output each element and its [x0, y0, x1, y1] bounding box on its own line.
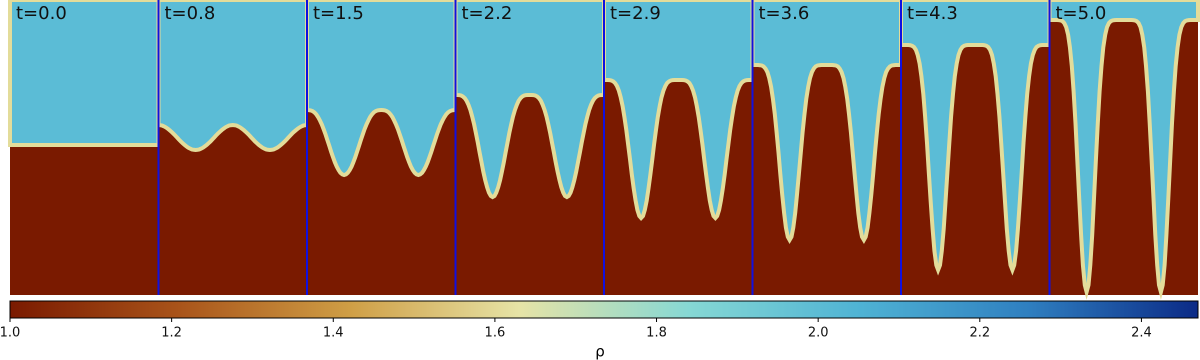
colorbar-tick-label: 2.4 — [1131, 326, 1152, 341]
colorbar-tick-label: 1.6 — [485, 326, 506, 341]
panel-light-fluid — [156, 0, 309, 153]
panel-light-fluid — [453, 0, 606, 200]
colorbar-tick-label: 1.0 — [0, 326, 20, 341]
panel-title: t=2.2 — [462, 3, 513, 24]
colorbar-tick-label: 1.8 — [646, 326, 667, 341]
colorbar-label: ρ — [595, 343, 605, 360]
panel-title: t=2.9 — [610, 3, 661, 24]
colorbar-tick-label: 1.2 — [161, 326, 182, 341]
panel-title: t=3.6 — [759, 3, 810, 24]
colorbar-tick-label: 2.2 — [969, 326, 990, 341]
panel-light-fluid — [305, 0, 458, 178]
panel-light-fluid — [602, 0, 755, 221]
panel-title: t=0.0 — [16, 3, 67, 24]
panel-light-fluid — [8, 0, 161, 147]
panel-title: t=5.0 — [1056, 3, 1107, 24]
colorbar — [9, 300, 1199, 319]
colorbar-tick-label: 1.4 — [323, 326, 344, 341]
panel-title: t=4.3 — [907, 3, 958, 24]
panel-title: t=0.8 — [165, 3, 216, 24]
panel-title: t=1.5 — [313, 3, 364, 24]
colorbar-tick-label: 2.0 — [808, 326, 829, 341]
panel-light-fluid — [899, 0, 1052, 276]
panel-light-fluid — [750, 0, 903, 244]
panel-light-fluid — [1047, 0, 1200, 300]
